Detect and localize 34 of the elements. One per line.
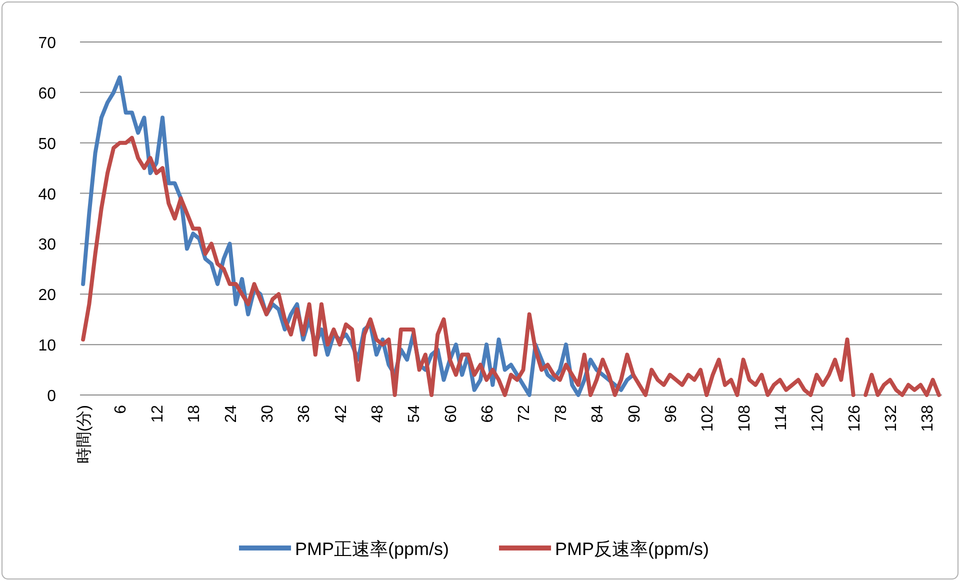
x-tick-label: 30 xyxy=(259,404,276,423)
x-tick-label: 時間(分) xyxy=(75,405,94,464)
y-tick-label: 60 xyxy=(38,85,56,102)
y-tick-label: 40 xyxy=(38,186,56,204)
x-tick-label: 132 xyxy=(883,404,900,432)
y-tick-label: 50 xyxy=(38,136,56,153)
x-tick-label: 72 xyxy=(516,404,534,423)
x-tick-label: 138 xyxy=(920,404,937,432)
x-tick-label: 18 xyxy=(186,404,204,423)
x-tick-label: 114 xyxy=(772,404,790,431)
x-tick-label: 66 xyxy=(480,404,497,423)
x-tick-label: 120 xyxy=(810,404,827,432)
y-tick-label: 30 xyxy=(38,236,56,254)
x-tick-label: 42 xyxy=(332,404,350,423)
y-tick-label: 10 xyxy=(38,338,56,355)
y-tick-label: 70 xyxy=(38,35,56,52)
x-tick-label: 102 xyxy=(700,404,717,432)
x-tick-label: 48 xyxy=(370,404,387,423)
x-tick-label: 12 xyxy=(149,404,166,423)
legend-label: PMP反速率(ppm/s) xyxy=(555,539,710,559)
x-tick-label: 90 xyxy=(626,404,644,423)
x-tick-label: 6 xyxy=(112,404,130,414)
x-tick-label: 84 xyxy=(590,404,607,423)
y-tick-label: 0 xyxy=(47,388,56,405)
x-tick-label: 96 xyxy=(662,404,680,423)
x-tick-label: 78 xyxy=(552,404,570,423)
x-tick-label: 60 xyxy=(442,404,460,423)
x-tick-label: 108 xyxy=(736,404,754,432)
x-tick-label: 54 xyxy=(406,404,424,423)
x-tick-label: 126 xyxy=(846,404,864,432)
y-tick-label: 20 xyxy=(38,287,56,304)
legend-label: PMP正速率(ppm/s) xyxy=(295,539,450,559)
x-tick-label: 24 xyxy=(222,404,240,423)
x-tick-label: 36 xyxy=(296,404,314,423)
